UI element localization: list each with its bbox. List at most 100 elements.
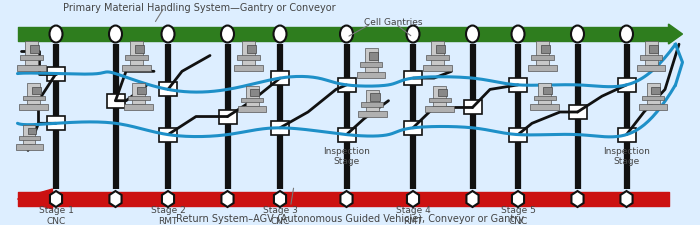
Ellipse shape — [340, 26, 353, 43]
Bar — [640, 56, 662, 61]
Bar — [18, 65, 46, 72]
Bar — [20, 56, 43, 61]
Ellipse shape — [620, 26, 633, 43]
Ellipse shape — [512, 26, 524, 43]
Bar — [433, 86, 446, 107]
Bar — [639, 105, 667, 110]
Bar — [237, 56, 260, 61]
Ellipse shape — [274, 26, 286, 43]
Polygon shape — [571, 191, 584, 207]
Bar — [106, 94, 125, 108]
Bar — [22, 96, 45, 101]
Bar — [360, 63, 382, 68]
Bar — [134, 46, 144, 54]
Bar — [357, 72, 385, 79]
Bar — [642, 96, 664, 101]
Polygon shape — [274, 191, 286, 207]
Text: Cell Gantries: Cell Gantries — [364, 18, 423, 27]
Bar — [435, 46, 444, 54]
Polygon shape — [512, 191, 524, 207]
Bar — [16, 144, 43, 150]
Bar — [531, 56, 554, 61]
Bar — [426, 107, 454, 113]
Bar — [125, 105, 153, 110]
Ellipse shape — [50, 26, 62, 43]
Bar — [463, 101, 482, 115]
Polygon shape — [620, 191, 633, 207]
Bar — [361, 103, 384, 107]
Bar — [647, 84, 659, 105]
Bar — [651, 87, 660, 94]
Bar — [533, 96, 556, 101]
Bar — [540, 46, 550, 54]
Bar — [358, 111, 386, 117]
Bar — [132, 84, 145, 105]
Bar — [617, 128, 636, 142]
Bar — [536, 42, 549, 65]
Bar — [218, 110, 237, 124]
Bar — [337, 79, 356, 92]
Bar — [159, 83, 177, 97]
Polygon shape — [162, 191, 174, 207]
Polygon shape — [668, 25, 682, 45]
Polygon shape — [466, 191, 479, 207]
Polygon shape — [221, 191, 234, 207]
Bar — [649, 46, 658, 54]
Bar — [136, 87, 146, 94]
Ellipse shape — [109, 26, 122, 43]
Bar — [122, 65, 150, 72]
Bar — [250, 90, 259, 97]
Ellipse shape — [407, 26, 419, 43]
Bar — [246, 46, 256, 54]
Text: Stage 3
CNC: Stage 3 CNC — [262, 205, 298, 225]
Bar — [25, 42, 38, 65]
Ellipse shape — [466, 26, 479, 43]
Bar — [637, 65, 665, 72]
Bar — [242, 42, 255, 65]
Bar — [47, 67, 65, 81]
Bar — [568, 106, 587, 119]
Polygon shape — [407, 191, 419, 207]
Bar — [32, 87, 41, 94]
Bar — [509, 79, 527, 92]
Text: Inspection
Stage: Inspection Stage — [323, 146, 370, 166]
Bar — [125, 56, 148, 61]
Bar — [431, 42, 444, 65]
Bar — [337, 128, 356, 142]
Bar — [538, 84, 551, 105]
Bar — [404, 72, 422, 86]
Bar — [438, 90, 447, 97]
Bar — [370, 94, 379, 101]
Bar — [271, 121, 289, 135]
Bar — [27, 128, 36, 135]
Bar — [234, 65, 262, 72]
Polygon shape — [340, 191, 353, 207]
Bar — [19, 137, 40, 141]
Bar — [645, 42, 657, 65]
Bar — [127, 96, 150, 101]
Ellipse shape — [162, 26, 174, 43]
Bar — [29, 46, 38, 54]
Bar — [130, 42, 143, 65]
Text: Inspection
Stage: Inspection Stage — [603, 146, 650, 166]
Bar — [365, 49, 377, 72]
Bar — [509, 128, 527, 142]
Text: Stage 4
RMT: Stage 4 RMT — [395, 205, 430, 225]
Bar — [366, 91, 379, 111]
Bar — [246, 86, 258, 107]
Polygon shape — [18, 189, 52, 209]
Bar — [528, 65, 556, 72]
Bar — [369, 53, 378, 61]
Bar — [428, 98, 451, 103]
Text: Stage 1
CNC: Stage 1 CNC — [38, 205, 74, 225]
Bar — [531, 105, 559, 110]
Bar — [241, 98, 263, 103]
Ellipse shape — [571, 26, 584, 43]
Bar — [238, 107, 266, 113]
Bar — [271, 72, 289, 86]
Bar — [20, 105, 48, 110]
Bar — [27, 84, 40, 105]
Bar — [47, 117, 65, 131]
Bar — [404, 121, 422, 135]
Text: Return System–AGV (Autonomous Guided Vehicle), Conveyor or Gantry: Return System–AGV (Autonomous Guided Veh… — [176, 213, 524, 223]
